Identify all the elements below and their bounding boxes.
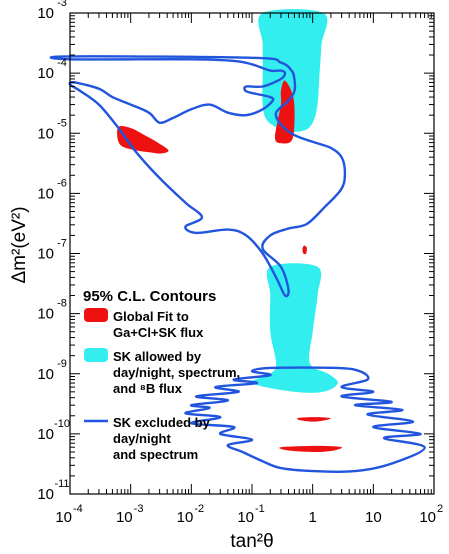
- y-tick-label: 10: [37, 65, 54, 82]
- y-axis-label: Δm²(eV²): [9, 206, 30, 283]
- legend-label: SK excluded by: [113, 415, 211, 430]
- legend-swatch: [84, 348, 108, 362]
- x-tick-exponent: -4: [73, 503, 83, 515]
- legend: 95% C.L. Contours Global Fit toGa+Cl+SK …: [83, 288, 240, 462]
- x-tick-exponent: 2: [437, 503, 443, 515]
- x-tick-label: 10: [177, 509, 194, 526]
- contour-region: [302, 245, 307, 255]
- legend-label: day/night, spectrum,: [113, 365, 240, 380]
- x-tick-label: 10: [419, 509, 436, 526]
- axis-ticks: [69, 12, 435, 495]
- x-tick-label: 10: [237, 509, 254, 526]
- contour-region: [184, 366, 426, 474]
- legend-label: and ⁸B flux: [113, 381, 183, 396]
- y-tick-label: 10: [37, 486, 54, 503]
- y-tick-exponent: -9: [57, 358, 67, 370]
- y-tick-label: 10: [37, 426, 54, 443]
- y-tick-exponent: -5: [57, 117, 67, 129]
- series-1: [251, 9, 338, 393]
- series-3: [49, 55, 426, 474]
- y-tick-exponent: -11: [54, 478, 69, 490]
- contour-region: [297, 417, 331, 422]
- x-tick-exponent: -1: [255, 503, 265, 515]
- legend-title: 95% C.L. Contours: [83, 288, 216, 305]
- x-tick-exponent: -3: [134, 503, 144, 515]
- x-axis-label: tan²θ: [230, 531, 273, 552]
- contour-region: [49, 55, 347, 298]
- contour-region: [274, 80, 295, 144]
- y-tick-exponent: -3: [57, 0, 67, 9]
- y-tick-label: 10: [37, 125, 54, 142]
- y-tick-exponent: -6: [57, 177, 67, 189]
- legend-label: and spectrum: [113, 447, 198, 462]
- x-tick-label: 1: [308, 509, 316, 526]
- y-tick-label: 10: [37, 246, 54, 263]
- y-tick-exponent: -8: [57, 298, 67, 310]
- contour-region: [117, 125, 169, 154]
- legend-label: Ga+Cl+SK flux: [113, 325, 204, 340]
- y-tick-label: 10: [37, 366, 54, 383]
- x-tick-exponent: -2: [194, 503, 204, 515]
- y-tick-exponent: -7: [57, 238, 67, 250]
- series-2: [117, 80, 343, 453]
- x-tick-labels: 10 -4 10 -3 10 -2 10 -1 1 10 10 2: [55, 503, 443, 526]
- contour-region: [251, 263, 338, 393]
- x-tick-label: 10: [116, 509, 133, 526]
- contour-region: [279, 445, 343, 453]
- legend-label: day/night: [113, 431, 171, 446]
- y-tick-label: 10: [37, 5, 54, 22]
- legend-swatch: [84, 308, 108, 322]
- x-tick-label: 10: [55, 509, 72, 526]
- x-tick-label: 10: [365, 509, 382, 526]
- y-tick-exponent: -4: [57, 57, 67, 69]
- y-tick-exponent: -10: [54, 418, 70, 430]
- legend-label: SK allowed by: [113, 349, 202, 364]
- contour-regions: [49, 9, 426, 474]
- legend-label: Global Fit to: [113, 309, 189, 324]
- y-tick-label: 10: [37, 185, 54, 202]
- y-tick-label: 10: [37, 306, 54, 323]
